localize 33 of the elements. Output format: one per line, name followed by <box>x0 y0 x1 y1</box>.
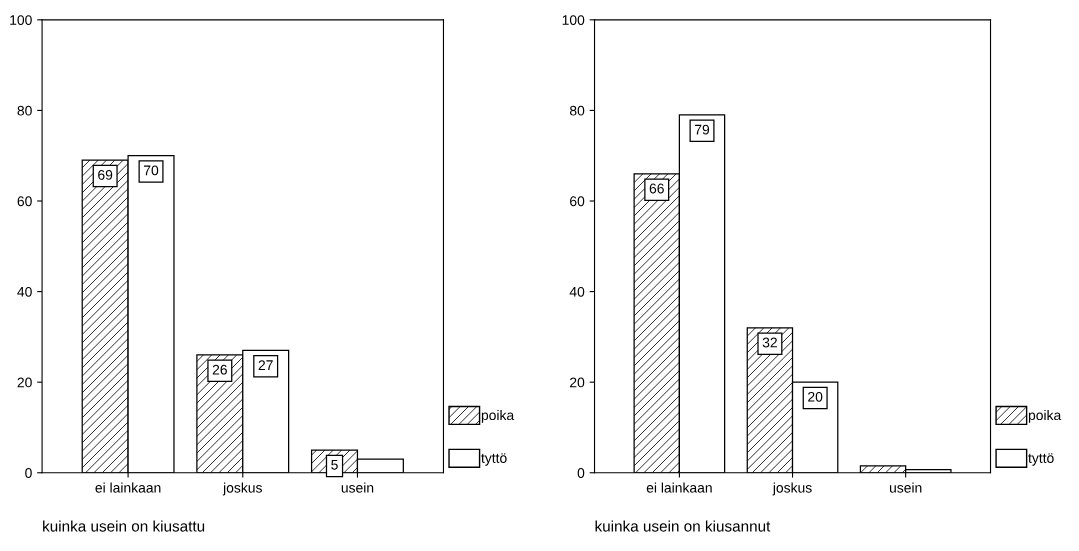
legend-label: tyttö <box>1028 453 1054 466</box>
data-label: 20 <box>808 391 823 402</box>
y-tick-label: 60 <box>17 196 32 207</box>
data-label: 32 <box>762 337 777 348</box>
y-tick-label: 20 <box>570 377 585 388</box>
legend-label: poika <box>1028 409 1062 423</box>
y-tick-label: 80 <box>17 105 32 116</box>
y-tick-label: 40 <box>17 286 32 297</box>
data-label: 69 <box>98 169 113 180</box>
data-label: 79 <box>695 124 710 135</box>
y-tick-label: 100 <box>10 15 32 26</box>
y-tick-label: 0 <box>577 468 585 478</box>
y-tick-label: 60 <box>570 196 585 207</box>
x-tick-label: ei lainkaan <box>646 482 712 493</box>
data-label: 70 <box>144 165 159 176</box>
x-axis-title: kuinka usein on kiusattu <box>43 520 205 532</box>
data-label: 5 <box>331 460 338 470</box>
y-tick-label: 20 <box>17 377 32 388</box>
x-tick-label: joskus <box>772 482 812 496</box>
data-label: 27 <box>258 360 273 370</box>
y-tick-label: 80 <box>569 105 585 116</box>
x-tick-label: usein <box>341 482 374 493</box>
y-tick-label: 40 <box>569 286 585 297</box>
legend-label: poika <box>481 409 515 423</box>
x-axis-title: kuinka usein on kiusannut <box>595 520 771 532</box>
y-tick-label: 0 <box>25 468 32 478</box>
data-label: 66 <box>649 183 664 194</box>
x-tick-label: usein <box>889 482 922 493</box>
data-label: 26 <box>212 364 227 375</box>
x-tick-label: joskus <box>222 482 262 496</box>
legend-label: tyttö <box>481 453 507 466</box>
x-tick-label: ei lainkaan <box>95 482 161 493</box>
y-tick-label: 100 <box>562 15 585 26</box>
